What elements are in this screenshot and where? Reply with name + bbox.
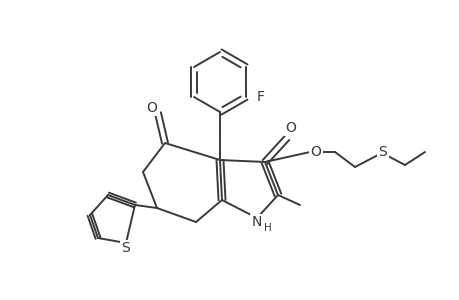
Text: S: S	[378, 145, 386, 159]
Text: H: H	[263, 223, 271, 233]
Text: F: F	[257, 90, 264, 104]
Text: N: N	[251, 215, 262, 229]
Text: O: O	[285, 121, 296, 135]
Text: S: S	[121, 241, 130, 255]
Text: O: O	[310, 145, 321, 159]
Text: O: O	[146, 101, 157, 115]
